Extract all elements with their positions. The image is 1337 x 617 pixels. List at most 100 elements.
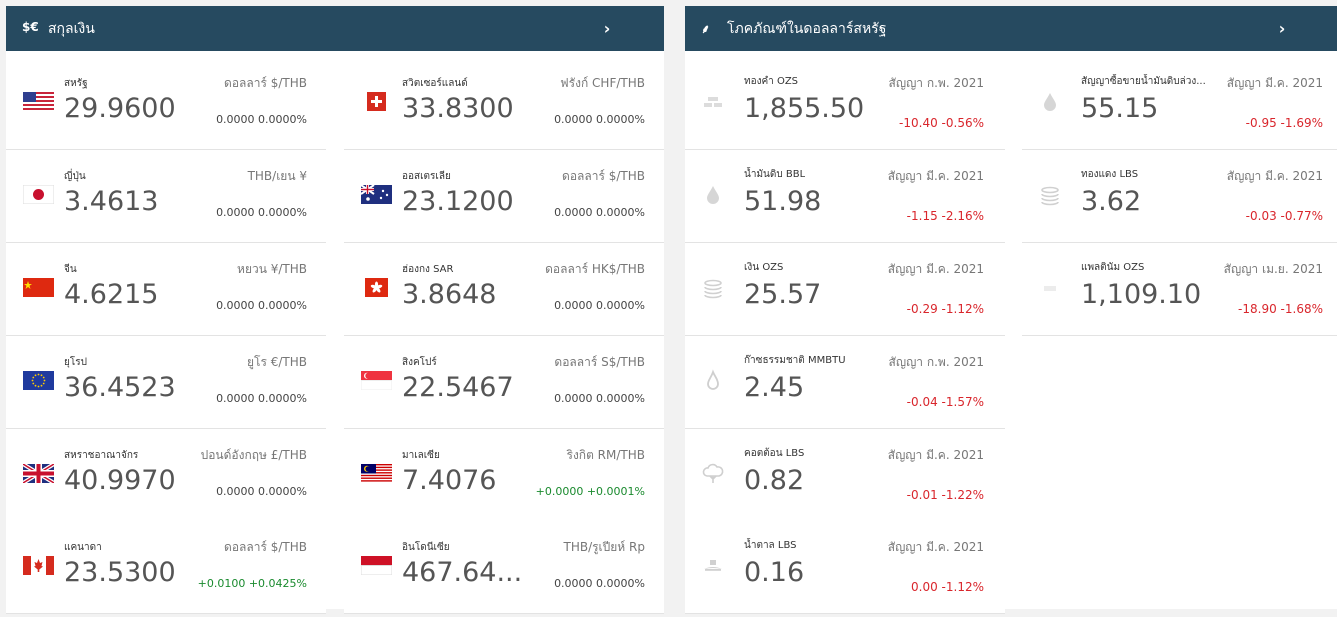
currency-card-hkd[interactable]: ฮ่องกง SAR ดอลลาร์ HK$/THB 3.8648 0.0000…	[344, 243, 664, 336]
commodity-card-gold[interactable]: ทองคำ OZS สัญญา ก.พ. 2021 1,855.50 -10.4…	[685, 57, 1005, 150]
currency-name: สหราชอาณาจักร	[64, 450, 139, 461]
currency-card-usd[interactable]: สหรัฐ ดอลลาร์ $/THB 29.9600 0.0000 0.000…	[6, 57, 326, 150]
currency-price: 3.8648	[402, 279, 497, 310]
commodity-name: ก๊าซธรรมชาติ MMBTU	[744, 355, 846, 366]
commodity-name: เงิน OZS	[744, 262, 784, 273]
commodity-price: 25.57	[744, 279, 822, 310]
commodity-price: 51.98	[744, 186, 822, 217]
currency-price: 22.5467	[402, 372, 514, 403]
currency-change: 0.0000 0.0000%	[554, 299, 645, 312]
ca-flag-icon	[23, 556, 54, 575]
currency-card-jpy[interactable]: ญี่ปุ่น THB/เยน ¥ 3.4613 0.0000 0.0000%	[6, 150, 326, 243]
currency-pair: ดอลลาร์ $/THB	[562, 169, 645, 183]
currency-card-gbp[interactable]: สหราชอาณาจักร ปอนด์อังกฤษ £/THB 40.9970 …	[6, 429, 326, 522]
commodity-change: -0.03 -0.77%	[1245, 209, 1323, 223]
jp-flag-icon	[23, 185, 54, 204]
currency-card-sgd[interactable]: สิงคโปร์ ดอลลาร์ S$/THB 22.5467 0.0000 0…	[344, 336, 664, 429]
us-flag-icon	[23, 92, 54, 111]
currency-name: แคนาดา	[64, 542, 102, 553]
commodity-name: สัญญาซื้อขายน้ำมันดิบล่วง...	[1081, 76, 1206, 87]
commodity-contract: สัญญา มี.ค. 2021	[887, 540, 984, 554]
currency-pair: หยวน ¥/THB	[237, 262, 307, 276]
currency-change: 0.0000 0.0000%	[216, 392, 307, 405]
currency-name: สวิตเซอร์แลนด์	[402, 78, 468, 89]
currency-price: 4.6215	[64, 279, 159, 310]
currency-card-cny[interactable]: จีน หยวน ¥/THB 4.6215 0.0000 0.0000%	[6, 243, 326, 336]
flame-icon	[707, 369, 719, 390]
currency-price: 7.4076	[402, 465, 497, 496]
commodity-price: 1,109.10	[1081, 279, 1202, 310]
commodity-price: 0.16	[744, 557, 805, 588]
commodity-change: -10.40 -0.56%	[899, 116, 984, 130]
platinum-icon	[1044, 286, 1056, 291]
currency-header: $€ สกุลเงิน ›	[6, 6, 664, 51]
currency-pair: ดอลลาร์ $/THB	[224, 76, 307, 90]
commodity-contract: สัญญา ก.พ. 2021	[888, 76, 984, 90]
commodity-name: คอตต้อน LBS	[744, 448, 805, 459]
currency-change: +0.0000 +0.0001%	[535, 485, 645, 498]
commodity-price: 0.82	[744, 465, 805, 496]
commodity-price: 1,855.50	[744, 93, 865, 124]
currency-change: 0.0000 0.0000%	[216, 485, 307, 498]
sg-flag-icon	[361, 371, 392, 390]
currency-price: 467.64...	[402, 557, 523, 588]
commodity-contract: สัญญา เม.ย. 2021	[1223, 262, 1323, 276]
currency-pair: ดอลลาร์ S$/THB	[554, 355, 645, 369]
currency-pair: ดอลลาร์ $/THB	[224, 540, 307, 554]
currency-price: 23.1200	[402, 186, 514, 217]
currency-price: 3.4613	[64, 186, 159, 217]
currency-pair: ปอนด์อังกฤษ £/THB	[200, 448, 307, 462]
currency-pair: ริงกิต RM/THB	[566, 448, 646, 462]
commodity-card-crude-oil[interactable]: น้ำมันดิบ BBL สัญญา มี.ค. 2021 51.98 -1.…	[685, 150, 1005, 243]
my-flag-icon	[361, 464, 392, 483]
currency-card-idr[interactable]: อินโดนีเซีย THB/รูเปียห์ Rp 467.64... 0.…	[344, 521, 664, 614]
currency-change: +0.0100 +0.0425%	[197, 577, 307, 590]
currency-card-chf[interactable]: สวิตเซอร์แลนด์ ฟรังก์ CHF/THB 33.8300 0.…	[344, 57, 664, 150]
commodity-sprout-icon: ⸙	[701, 22, 711, 36]
oil-drop-icon	[707, 186, 719, 204]
currency-price: 33.8300	[402, 93, 514, 124]
commodities-title: โภคภัณฑ์ในดอลลาร์สหรัฐ	[727, 21, 887, 37]
commodity-name: น้ำตาล LBS	[744, 540, 797, 551]
commodity-contract: สัญญา มี.ค. 2021	[887, 448, 984, 462]
currency-name: สิงคโปร์	[402, 357, 437, 368]
id-flag-icon	[361, 556, 392, 575]
currency-card-myr[interactable]: มาเลเซีย ริงกิต RM/THB 7.4076 +0.0000 +0…	[344, 429, 664, 522]
commodity-change: -18.90 -1.68%	[1238, 302, 1323, 316]
currency-name: ออสเตรเลีย	[402, 171, 451, 182]
commodity-name: ทองคำ OZS	[744, 76, 799, 87]
currency-price: 36.4523	[64, 372, 176, 403]
commodity-card-crude-futures[interactable]: สัญญาซื้อขายน้ำมันดิบล่วง... สัญญา มี.ค.…	[1022, 57, 1337, 150]
commodity-card-copper[interactable]: ทองแดง LBS สัญญา มี.ค. 2021 3.62 -0.03 -…	[1022, 150, 1337, 243]
commodity-card-silver[interactable]: เงิน OZS สัญญา มี.ค. 2021 25.57 -0.29 -1…	[685, 243, 1005, 336]
commodity-change: 0.00 -1.12%	[911, 580, 984, 594]
currency-pair: ดอลลาร์ HK$/THB	[545, 262, 645, 276]
currency-pair: ฟรังก์ CHF/THB	[560, 76, 645, 90]
commodity-card-sugar[interactable]: น้ำตาล LBS สัญญา มี.ค. 2021 0.16 0.00 -1…	[685, 521, 1005, 614]
commodities-panel: ⸙ โภคภัณฑ์ในดอลลาร์สหรัฐ › ทองคำ OZS สัญ…	[685, 6, 1337, 614]
currency-card-cad[interactable]: แคนาดา ดอลลาร์ $/THB 23.5300 +0.0100 +0.…	[6, 521, 326, 614]
currency-pair: ยูโร €/THB	[247, 355, 307, 369]
commodity-card-platinum[interactable]: แพลตินัม OZS สัญญา เม.ย. 2021 1,109.10 -…	[1022, 243, 1337, 336]
currency-name: ฮ่องกง SAR	[402, 264, 454, 275]
commodity-change: -0.95 -1.69%	[1245, 116, 1323, 130]
currency-card-eur[interactable]: ยุโรป ยูโร €/THB 36.4523 0.0000 0.0000%	[6, 336, 326, 429]
coin-stack-icon	[1041, 186, 1059, 206]
commodity-contract: สัญญา มี.ค. 2021	[1226, 169, 1323, 183]
currency-icon: $€	[22, 20, 39, 34]
commodity-card-cotton[interactable]: คอตต้อน LBS สัญญา มี.ค. 2021 0.82 -0.01 …	[685, 429, 1005, 522]
chevron-right-icon[interactable]: ›	[603, 19, 611, 38]
currency-name: ยุโรป	[64, 357, 87, 368]
commodity-change: -1.15 -2.16%	[906, 209, 984, 223]
currency-pair: THB/เยน ¥	[247, 169, 307, 183]
currency-pair: THB/รูเปียห์ Rp	[563, 540, 645, 554]
commodity-change: -0.01 -1.22%	[906, 488, 984, 502]
currency-card-aud[interactable]: ออสเตรเลีย ดอลลาร์ $/THB 23.1200 0.0000 …	[344, 150, 664, 243]
commodities-header: ⸙ โภคภัณฑ์ในดอลลาร์สหรัฐ ›	[685, 6, 1337, 51]
au-flag-icon	[361, 185, 392, 204]
eu-flag-icon	[23, 371, 54, 390]
commodity-card-natural-gas[interactable]: ก๊าซธรรมชาติ MMBTU สัญญา ก.พ. 2021 2.45 …	[685, 336, 1005, 429]
chevron-right-icon[interactable]: ›	[1278, 19, 1286, 38]
currency-name: จีน	[64, 264, 77, 275]
commodity-contract: สัญญา มี.ค. 2021	[887, 262, 984, 276]
